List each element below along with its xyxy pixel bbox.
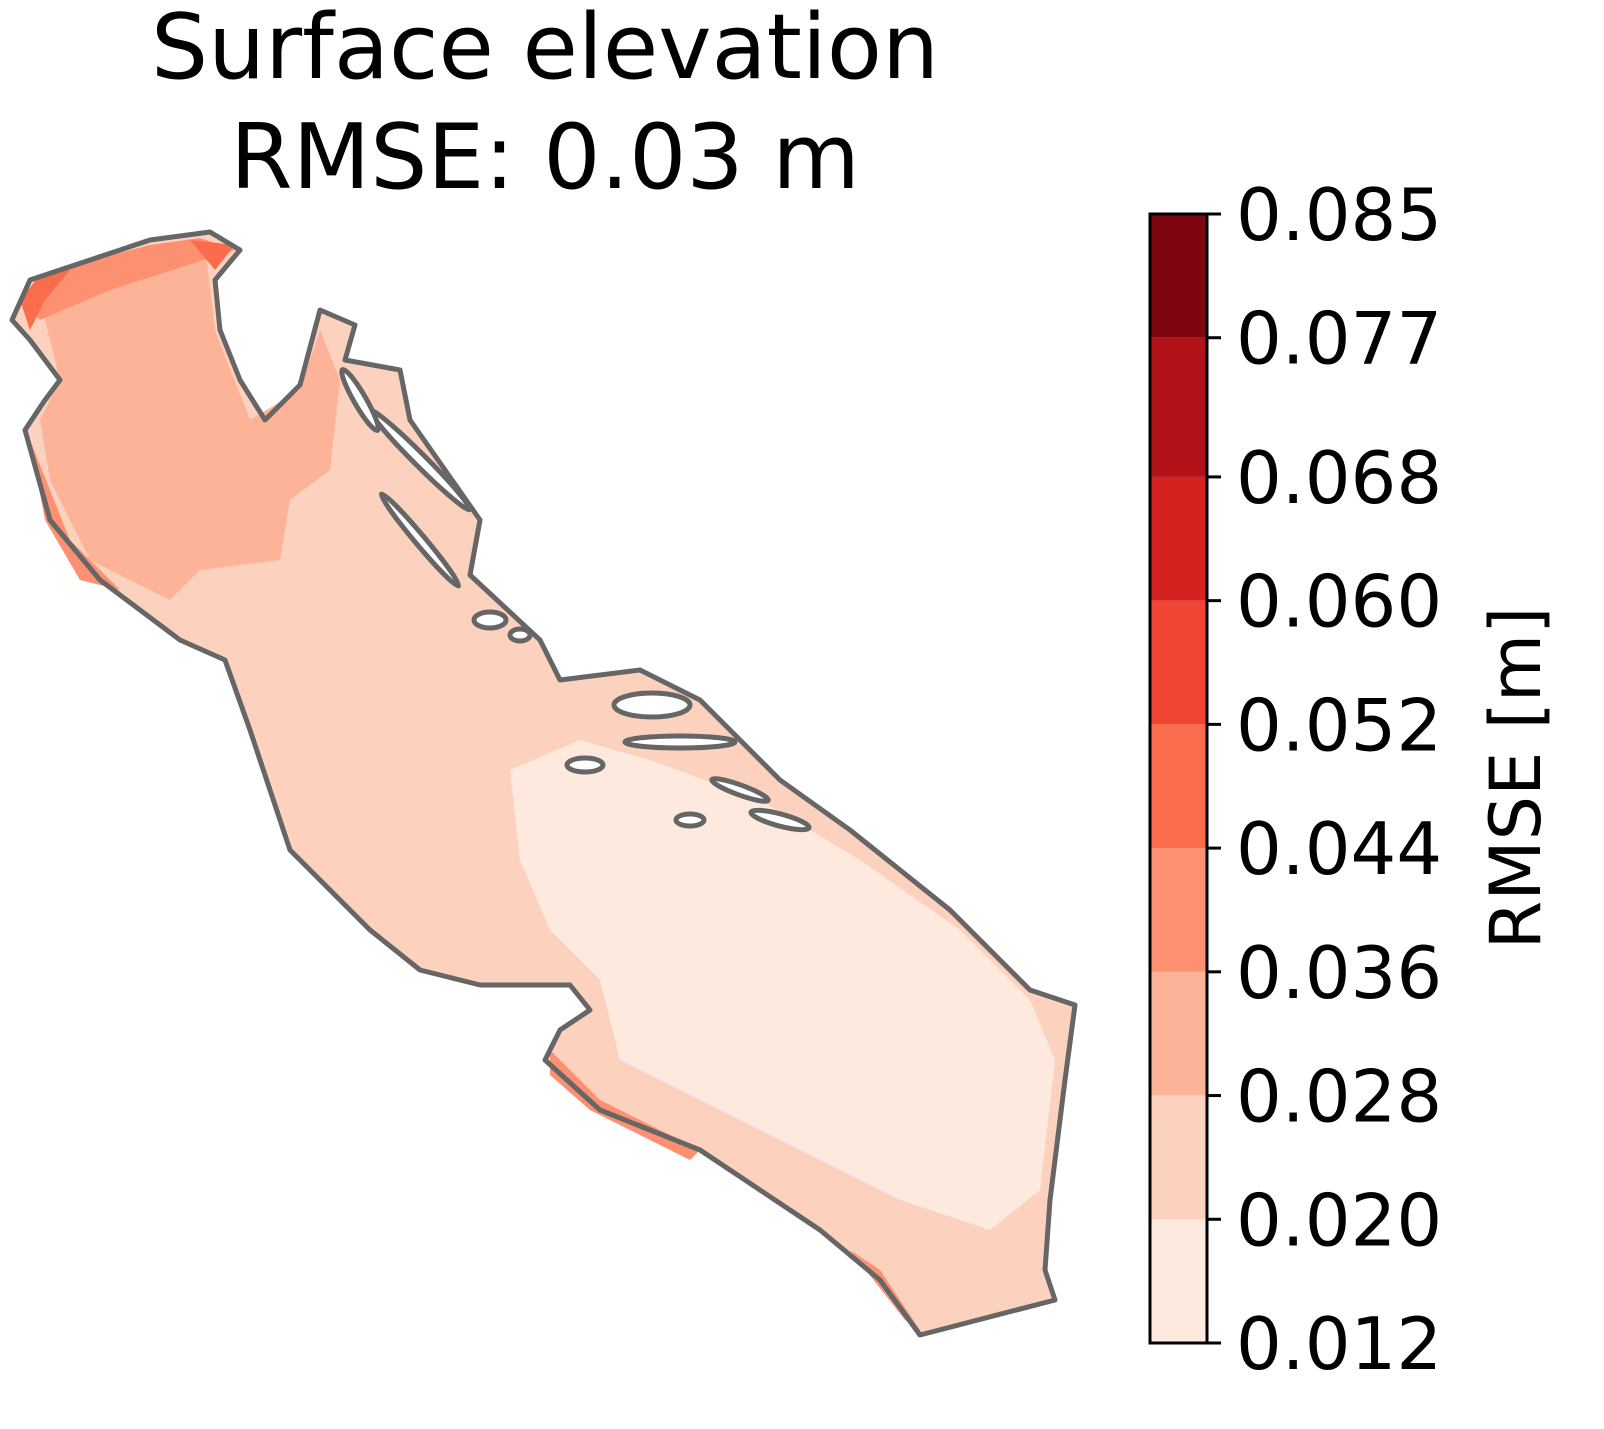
- map: [9, 229, 1078, 1338]
- colorbar-frame: [1148, 212, 1209, 1345]
- sea-field: [40, 245, 340, 600]
- island: [339, 367, 381, 433]
- coastline: [9, 229, 1078, 1338]
- island: [471, 609, 509, 631]
- island: [673, 811, 707, 829]
- colorbar-tick-label: 0.068: [1236, 436, 1442, 520]
- colorbar-segment: [1150, 1219, 1207, 1343]
- colorbar-tick-label: 0.052: [1236, 683, 1442, 767]
- island: [622, 733, 738, 751]
- colorbar-segment: [1150, 337, 1207, 477]
- colorbar-tick-label: 0.077: [1236, 297, 1442, 381]
- colorbar-tick-label: 0.085: [1236, 173, 1442, 257]
- colorbar-tick-label: 0.020: [1236, 1178, 1442, 1262]
- colorbar-segment: [1150, 848, 1207, 972]
- colorbar-tick-label: 0.044: [1236, 807, 1442, 891]
- island: [507, 626, 533, 644]
- colorbar-tick-label: 0.028: [1236, 1055, 1442, 1139]
- colorbar-segment: [1150, 600, 1207, 725]
- colorbar-segment: [1150, 1095, 1207, 1220]
- colorbar-segment: [1150, 724, 1207, 849]
- island: [378, 491, 462, 589]
- colorbar-segment: [1150, 214, 1207, 338]
- colorbar-tick-label: 0.060: [1236, 560, 1442, 644]
- island: [709, 776, 771, 804]
- title-line: RMSE: 0.03 m: [230, 105, 860, 210]
- colorbar-label: RMSE [m]: [1475, 607, 1557, 950]
- colorbar-segment: [1150, 971, 1207, 1096]
- colorbar-tick-label: 0.036: [1236, 931, 1442, 1015]
- sea-field: [510, 740, 1055, 1230]
- colorbar: 0.012 0.020 0.028 0.036 0.044 0.052 0.060 0.068…: [1148, 173, 1442, 1386]
- colorbar-segment: [1150, 476, 1207, 601]
- island: [564, 755, 606, 775]
- title-line: Surface elevation: [151, 0, 939, 100]
- sea-field: [20, 240, 235, 330]
- island: [748, 807, 812, 833]
- colorbar-tick-label: 0.012: [1236, 1302, 1442, 1386]
- island: [611, 690, 693, 720]
